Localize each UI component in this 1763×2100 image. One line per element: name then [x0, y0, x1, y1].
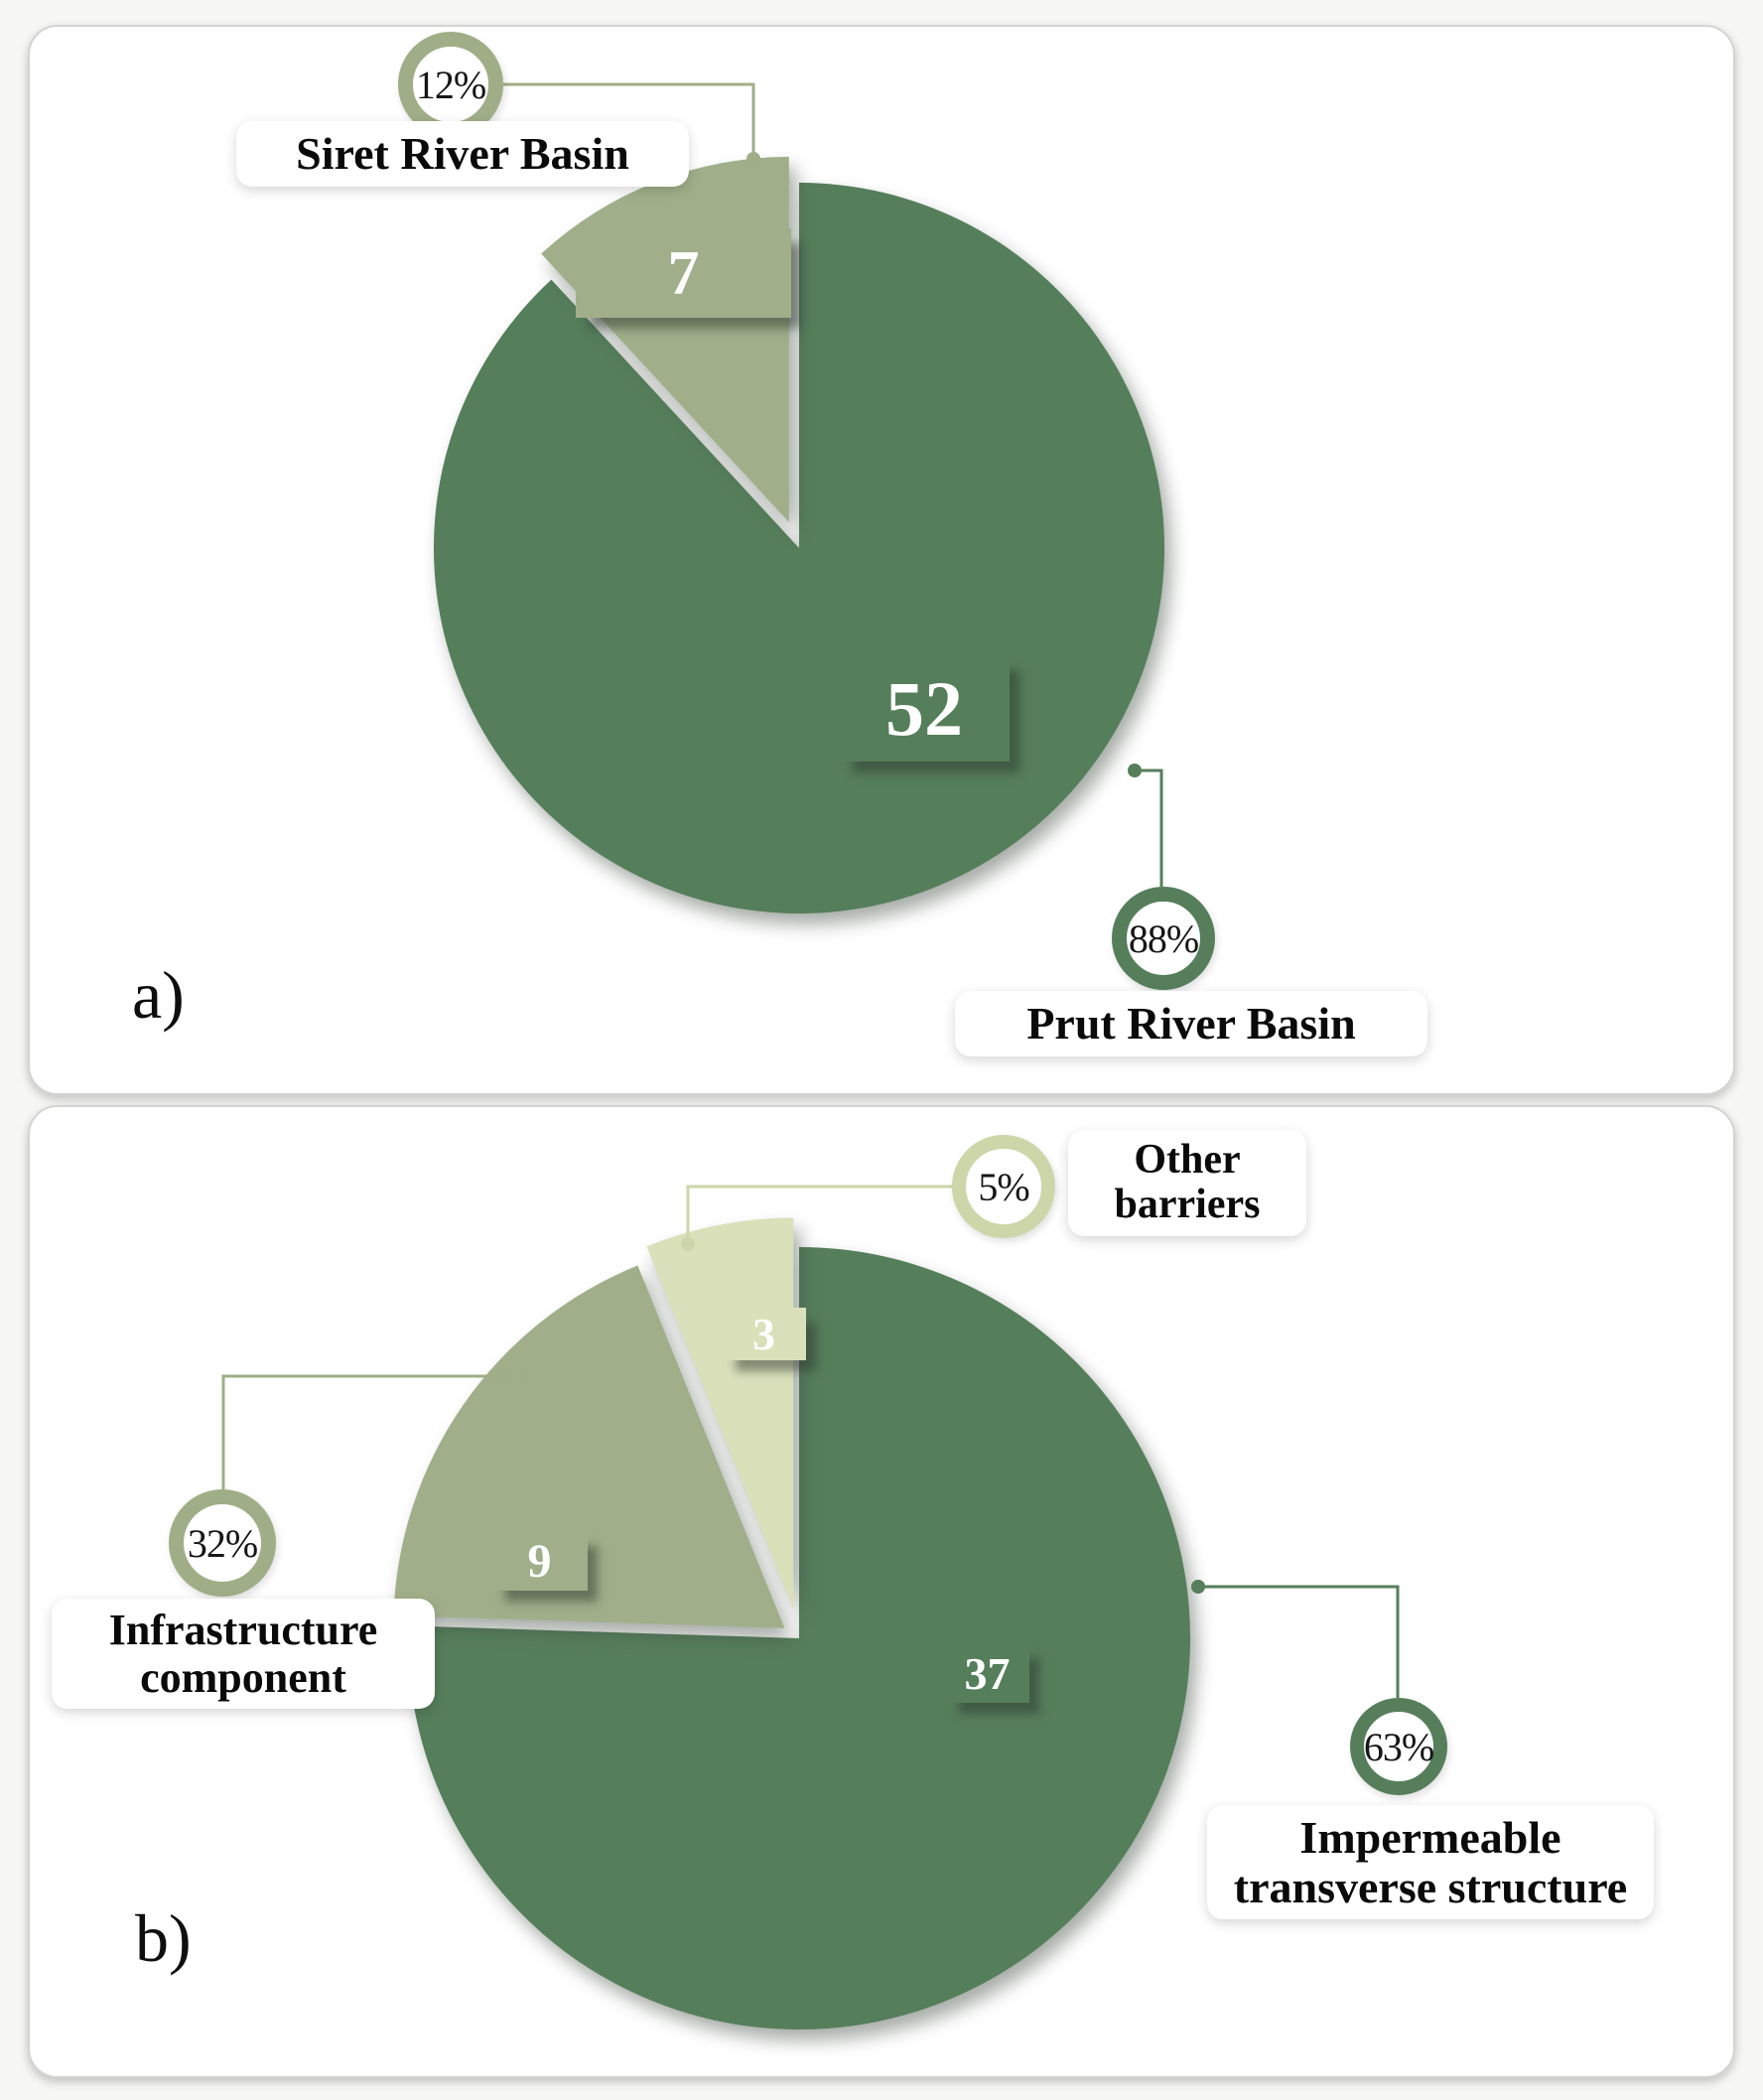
label-impermeable-transverse-structure: Impermeable transverse structure [1207, 1805, 1654, 1920]
value-infrastructure: 9 [527, 1534, 552, 1588]
value-tag-siret: 7 [576, 228, 791, 318]
percent-prut: 88% [1128, 915, 1199, 961]
percent-impermeable: 63% [1363, 1724, 1434, 1769]
value-tag-impermeable: 37 [945, 1643, 1029, 1703]
percent-ring-infrastructure: 32% [169, 1489, 276, 1597]
label-infrastructure-component: Infrastructure component [52, 1599, 435, 1710]
panel-b [28, 1105, 1735, 2078]
value-other: 3 [752, 1309, 775, 1359]
value-siret: 7 [667, 237, 700, 308]
percent-other: 5% [978, 1164, 1029, 1209]
panel-label-b: b) [135, 1900, 192, 1976]
percent-ring-impermeable: 63% [1350, 1698, 1447, 1795]
percent-ring-other: 5% [952, 1135, 1055, 1238]
percent-infrastructure: 32% [187, 1520, 258, 1566]
label-other-barriers: Other barriers [1068, 1130, 1306, 1236]
percent-ring-prut: 88% [1112, 887, 1215, 990]
value-prut: 52 [885, 664, 963, 752]
value-impermeable: 37 [964, 1647, 1011, 1699]
label-siret-river-basin: Siret River Basin [236, 121, 689, 187]
label-prut-river-basin: Prut River Basin [955, 991, 1427, 1056]
value-tag-prut: 52 [839, 655, 1010, 762]
percent-siret: 12% [415, 62, 486, 107]
panel-label-a: a) [132, 957, 185, 1033]
value-tag-other: 3 [722, 1308, 806, 1360]
value-tag-infrastructure: 9 [491, 1531, 588, 1591]
